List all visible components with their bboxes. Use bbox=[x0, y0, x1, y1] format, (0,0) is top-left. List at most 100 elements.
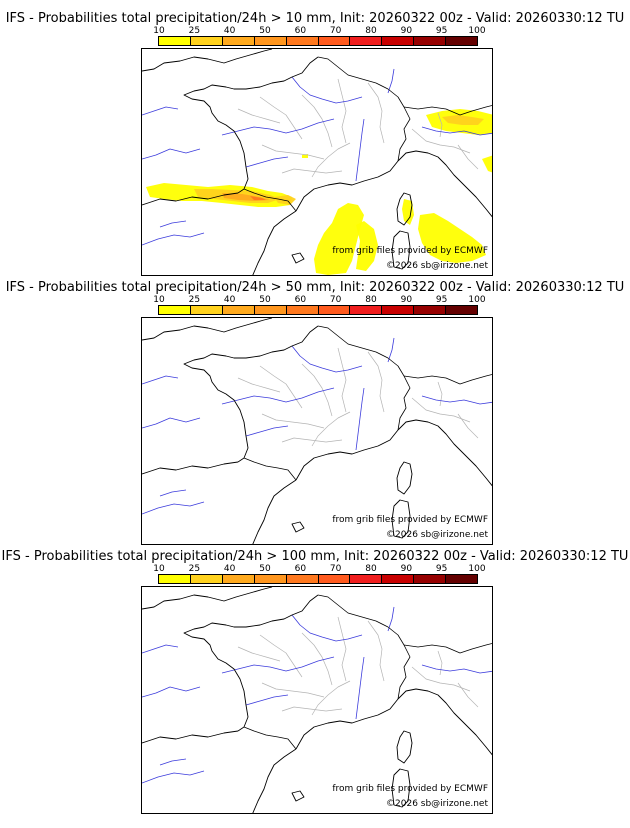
scale-swatch bbox=[254, 37, 287, 45]
scale-swatch bbox=[382, 37, 415, 45]
river-line bbox=[291, 345, 363, 373]
coastline bbox=[397, 150, 492, 218]
coastline bbox=[142, 461, 239, 475]
region-boundary bbox=[259, 96, 303, 140]
scale-swatch bbox=[254, 306, 287, 314]
scale-label: 60 bbox=[294, 295, 307, 305]
scale-label: 50 bbox=[259, 295, 271, 305]
country-border bbox=[243, 726, 297, 750]
scale-swatch bbox=[382, 306, 415, 314]
region-boundary bbox=[411, 128, 471, 154]
region-boundary bbox=[237, 646, 281, 662]
scale-label: 10 bbox=[153, 295, 165, 305]
region-boundary bbox=[237, 108, 281, 124]
country-border bbox=[403, 374, 492, 385]
scale-swatch bbox=[159, 37, 191, 45]
scale-swatch bbox=[222, 306, 255, 314]
river-line bbox=[291, 76, 363, 104]
region-boundary bbox=[311, 411, 351, 447]
region-boundary bbox=[259, 634, 303, 678]
country-border bbox=[243, 457, 297, 481]
region-boundary bbox=[237, 377, 281, 393]
region-boundary bbox=[259, 365, 303, 409]
scale-swatch bbox=[222, 575, 255, 583]
source-credit: from grib files provided by ECMWF bbox=[332, 515, 488, 525]
region-boundary bbox=[437, 112, 443, 138]
river-line bbox=[142, 375, 179, 385]
region-boundary bbox=[457, 144, 479, 170]
river-line bbox=[245, 425, 289, 437]
scale-label: 25 bbox=[188, 26, 201, 36]
scale-swatch bbox=[286, 37, 319, 45]
scale-swatch bbox=[446, 306, 478, 314]
panel-title: IFS - Probabilities total precipitation/… bbox=[5, 11, 625, 26]
scale-swatch bbox=[446, 37, 478, 45]
scale-label: 25 bbox=[188, 564, 201, 574]
scale-label: 90 bbox=[400, 26, 413, 36]
probability-color-scale: 10 25 40 50 60 70 80 90 95 100 bbox=[138, 26, 498, 56]
panel-title: IFS - Probabilities total precipitation/… bbox=[1, 549, 629, 564]
copyright-credit: ©2026 sb@irizone.net bbox=[386, 261, 488, 271]
river-line bbox=[159, 758, 187, 766]
country-border bbox=[243, 188, 297, 212]
coastline bbox=[142, 192, 239, 206]
river-line bbox=[421, 126, 492, 136]
map-canvas bbox=[142, 587, 492, 813]
precipitation-probability-area bbox=[482, 155, 492, 173]
scale-bar bbox=[158, 305, 478, 315]
precipitation-probability-area bbox=[250, 196, 266, 200]
coastline bbox=[142, 318, 273, 341]
river-line bbox=[291, 614, 363, 642]
region-boundary bbox=[261, 413, 325, 429]
river-line bbox=[142, 501, 205, 515]
scale-label: 60 bbox=[294, 564, 307, 574]
river-line bbox=[142, 148, 201, 160]
region-boundary bbox=[281, 168, 343, 174]
coastline bbox=[142, 587, 273, 610]
precipitation-probability-area bbox=[314, 203, 364, 275]
region-boundary bbox=[337, 347, 347, 413]
region-boundary bbox=[437, 381, 443, 407]
country-border bbox=[317, 325, 411, 431]
region-boundary bbox=[337, 616, 347, 682]
map-canvas bbox=[142, 318, 492, 544]
scale-label: 70 bbox=[329, 295, 342, 305]
island-coastline bbox=[396, 461, 413, 495]
river-line bbox=[355, 387, 365, 451]
copyright-credit: ©2026 sb@irizone.net bbox=[386, 799, 488, 809]
scale-label: 90 bbox=[400, 564, 413, 574]
scale-swatch bbox=[190, 306, 223, 314]
river-line bbox=[221, 118, 335, 136]
river-line bbox=[142, 417, 201, 429]
map-canvas bbox=[142, 49, 492, 275]
region-boundary bbox=[281, 706, 343, 712]
scale-label: 90 bbox=[400, 295, 413, 305]
region-boundary bbox=[367, 620, 385, 682]
scale-label: 80 bbox=[365, 26, 377, 36]
probability-color-scale: 10 25 40 50 60 70 80 90 95 100 bbox=[138, 564, 498, 594]
scale-swatch bbox=[190, 37, 223, 45]
island-coastline bbox=[391, 768, 411, 808]
scale-swatch bbox=[286, 575, 319, 583]
copyright-credit: ©2026 sb@irizone.net bbox=[386, 530, 488, 540]
coastline bbox=[252, 479, 297, 544]
panel-title: IFS - Probabilities total precipitation/… bbox=[5, 280, 625, 295]
scale-swatch bbox=[350, 306, 383, 314]
region-boundary bbox=[367, 351, 385, 413]
coastline bbox=[397, 688, 492, 756]
scale-label: 95 bbox=[435, 295, 448, 305]
scale-label: 10 bbox=[153, 564, 165, 574]
coastline bbox=[397, 419, 492, 487]
region-boundary bbox=[261, 144, 325, 160]
region-boundary bbox=[261, 682, 325, 698]
scale-bar bbox=[158, 574, 478, 584]
coastline bbox=[142, 49, 273, 72]
coastline bbox=[183, 56, 319, 194]
region-boundary bbox=[281, 437, 343, 443]
river-line bbox=[245, 156, 289, 168]
coastline bbox=[252, 210, 297, 275]
scale-label: 60 bbox=[294, 26, 307, 36]
scale-label: 100 bbox=[468, 26, 486, 36]
river-line bbox=[142, 644, 179, 654]
precipitation-probability-area bbox=[402, 199, 414, 225]
